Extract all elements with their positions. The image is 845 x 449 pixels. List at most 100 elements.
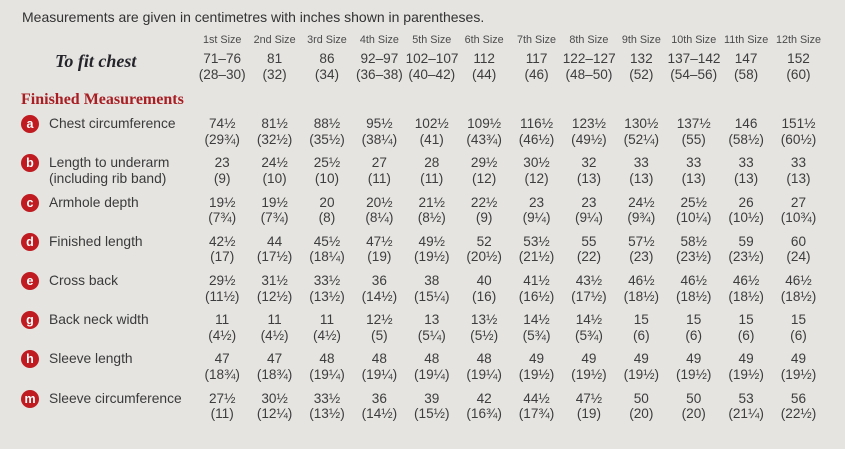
inch-value: (32½) bbox=[256, 131, 293, 147]
measurement-value: 11 (4½) bbox=[196, 312, 248, 343]
measurement-value: 47½ (19) bbox=[353, 234, 405, 265]
inch-value: (60) bbox=[786, 66, 811, 82]
measurement-value: 33 (13) bbox=[772, 155, 824, 186]
inch-value: (19¼) bbox=[414, 366, 450, 382]
cm-value: 13½ bbox=[470, 312, 498, 328]
inch-value: (19) bbox=[576, 406, 602, 422]
cm-value: 46½ bbox=[785, 272, 812, 288]
measurement-value: 42 (16¾) bbox=[458, 391, 510, 422]
measurement-value: 116½ (46½) bbox=[510, 116, 562, 147]
cm-value: 49 bbox=[686, 351, 702, 367]
row-label-cell: m Sleeve circumference bbox=[0, 389, 196, 408]
inch-value: (7¾) bbox=[208, 210, 237, 226]
inch-value: (58½) bbox=[728, 131, 764, 147]
cm-value: 47½ bbox=[366, 233, 393, 249]
cm-value: 47 bbox=[267, 351, 283, 367]
inch-value: (20) bbox=[681, 406, 706, 422]
size-header: 3rd Size bbox=[307, 34, 347, 46]
inch-value: (5) bbox=[371, 327, 388, 343]
inch-value: (18½) bbox=[728, 288, 764, 304]
inch-value: (23½) bbox=[675, 249, 712, 265]
to-fit-chest-label: To fit chest bbox=[55, 51, 137, 71]
inch-value: (5¼) bbox=[417, 327, 446, 343]
cm-value: 24½ bbox=[261, 155, 288, 171]
cm-value: 11 bbox=[267, 312, 282, 328]
inch-value: (9¼) bbox=[574, 210, 603, 226]
size-header: 10th Size bbox=[671, 34, 717, 46]
inch-value: (46½) bbox=[518, 131, 555, 147]
row-label-line1: Sleeve circumference bbox=[49, 390, 182, 406]
cm-value: 30½ bbox=[523, 155, 550, 171]
size-header: 5th Size bbox=[412, 34, 452, 46]
table-row: h Sleeve length 47 (18¾) 47 (18¾) 48 (19¼) 48 (19… bbox=[0, 350, 845, 382]
cm-value: 32 bbox=[581, 155, 597, 171]
measurement-value: 15 (6) bbox=[720, 312, 772, 343]
table-row: a Chest circumference 74½ (29¾) 81½ (32½) 88½(… bbox=[0, 115, 845, 147]
inch-value: (55) bbox=[681, 131, 706, 147]
measurement-value: 49 (19½) bbox=[563, 351, 615, 382]
inch-value: (15¼) bbox=[414, 288, 450, 304]
measurement-value: 57½ (23) bbox=[615, 234, 667, 265]
row-label: Sleeve length bbox=[49, 351, 133, 367]
measurement-rows: a Chest circumference 74½ (29¾) 81½ (32½) 88½(… bbox=[0, 115, 845, 422]
row-label-cell: g Back neck width bbox=[0, 311, 196, 330]
cm-value: 36 bbox=[371, 390, 387, 406]
inch-value: (13½) bbox=[309, 288, 345, 304]
inch-value: (11) bbox=[420, 170, 444, 186]
to-fit-chest-value: 92–97 (36–38) bbox=[353, 51, 405, 82]
cm-value: 13 bbox=[424, 312, 440, 328]
to-fit-chest-value: 112 (44) bbox=[458, 51, 510, 82]
size-header: 4th Size bbox=[359, 34, 399, 46]
inch-value: (34) bbox=[314, 66, 340, 82]
measurement-value: 151½ (60½) bbox=[772, 116, 824, 147]
inch-value: (19¼) bbox=[466, 366, 502, 382]
cm-value: 53½ bbox=[523, 233, 550, 249]
measurement-value: 14½ (5¾) bbox=[510, 312, 562, 343]
cm-value: 41½ bbox=[523, 272, 550, 288]
cm-value: 116½ bbox=[520, 116, 554, 132]
measurement-value: 32 (13) bbox=[563, 155, 615, 186]
row-key-badge: c bbox=[21, 193, 39, 212]
measurement-value: 52 (20½) bbox=[458, 234, 510, 265]
cm-value: 33 bbox=[738, 155, 754, 171]
cm-value: 146 bbox=[734, 116, 758, 132]
inch-value: (13) bbox=[734, 170, 759, 186]
measurement-value: 49 (19½) bbox=[772, 351, 824, 382]
cm-value: 14½ bbox=[575, 312, 603, 328]
inch-value: (35½) bbox=[309, 131, 345, 147]
measurement-value: 33 (13) bbox=[615, 155, 667, 186]
measurement-value: 48 (19¼) bbox=[353, 351, 405, 382]
cm-value: 33½ bbox=[313, 390, 341, 406]
measurement-value: 11 (4½) bbox=[248, 312, 300, 343]
row-label-cell: a Chest circumference bbox=[0, 115, 196, 134]
to-fit-chest-row: To fit chest 71–76 (28–30) 81 (32) 86 (34) 92–… bbox=[0, 51, 845, 82]
measurement-value: 19½ (7¾) bbox=[248, 195, 300, 226]
inch-value: (52¼) bbox=[623, 131, 660, 147]
cm-value: 122–127 bbox=[562, 51, 616, 66]
inch-value: (19½) bbox=[780, 366, 817, 382]
size-header: 2nd Size bbox=[253, 34, 296, 46]
inch-value: (58) bbox=[734, 66, 759, 82]
measurement-value: 123½ (49½) bbox=[563, 116, 615, 147]
row-label-cell: d Finished length bbox=[0, 232, 196, 251]
cm-value: 22½ bbox=[470, 194, 498, 210]
inch-value: (12¼) bbox=[256, 406, 293, 422]
measurement-value: 47 (18¾) bbox=[248, 351, 300, 382]
row-key-badge: a bbox=[21, 115, 39, 134]
inch-value: (4½) bbox=[260, 327, 289, 343]
inch-value: (9¼) bbox=[522, 210, 551, 226]
row-label: Length to underarm (including rib band) bbox=[49, 155, 169, 186]
inch-value: (17½) bbox=[256, 249, 293, 265]
cm-value: 11 bbox=[215, 312, 230, 328]
inch-value: (54–56) bbox=[670, 66, 718, 82]
to-fit-chest-value: 122–127 (48–50) bbox=[562, 51, 616, 82]
cm-value: 15 bbox=[686, 312, 702, 328]
measurement-value: 33½ (13½) bbox=[301, 391, 353, 422]
measurement-value: 102½ (41) bbox=[406, 116, 458, 147]
measurement-value: 74½ (29¾) bbox=[196, 116, 248, 147]
inch-value: (5¾) bbox=[522, 327, 551, 343]
row-label-line1: Chest circumference bbox=[49, 116, 176, 132]
table-row: b Length to underarm (including rib band) 2… bbox=[0, 154, 845, 186]
inch-value: (32) bbox=[262, 66, 287, 82]
